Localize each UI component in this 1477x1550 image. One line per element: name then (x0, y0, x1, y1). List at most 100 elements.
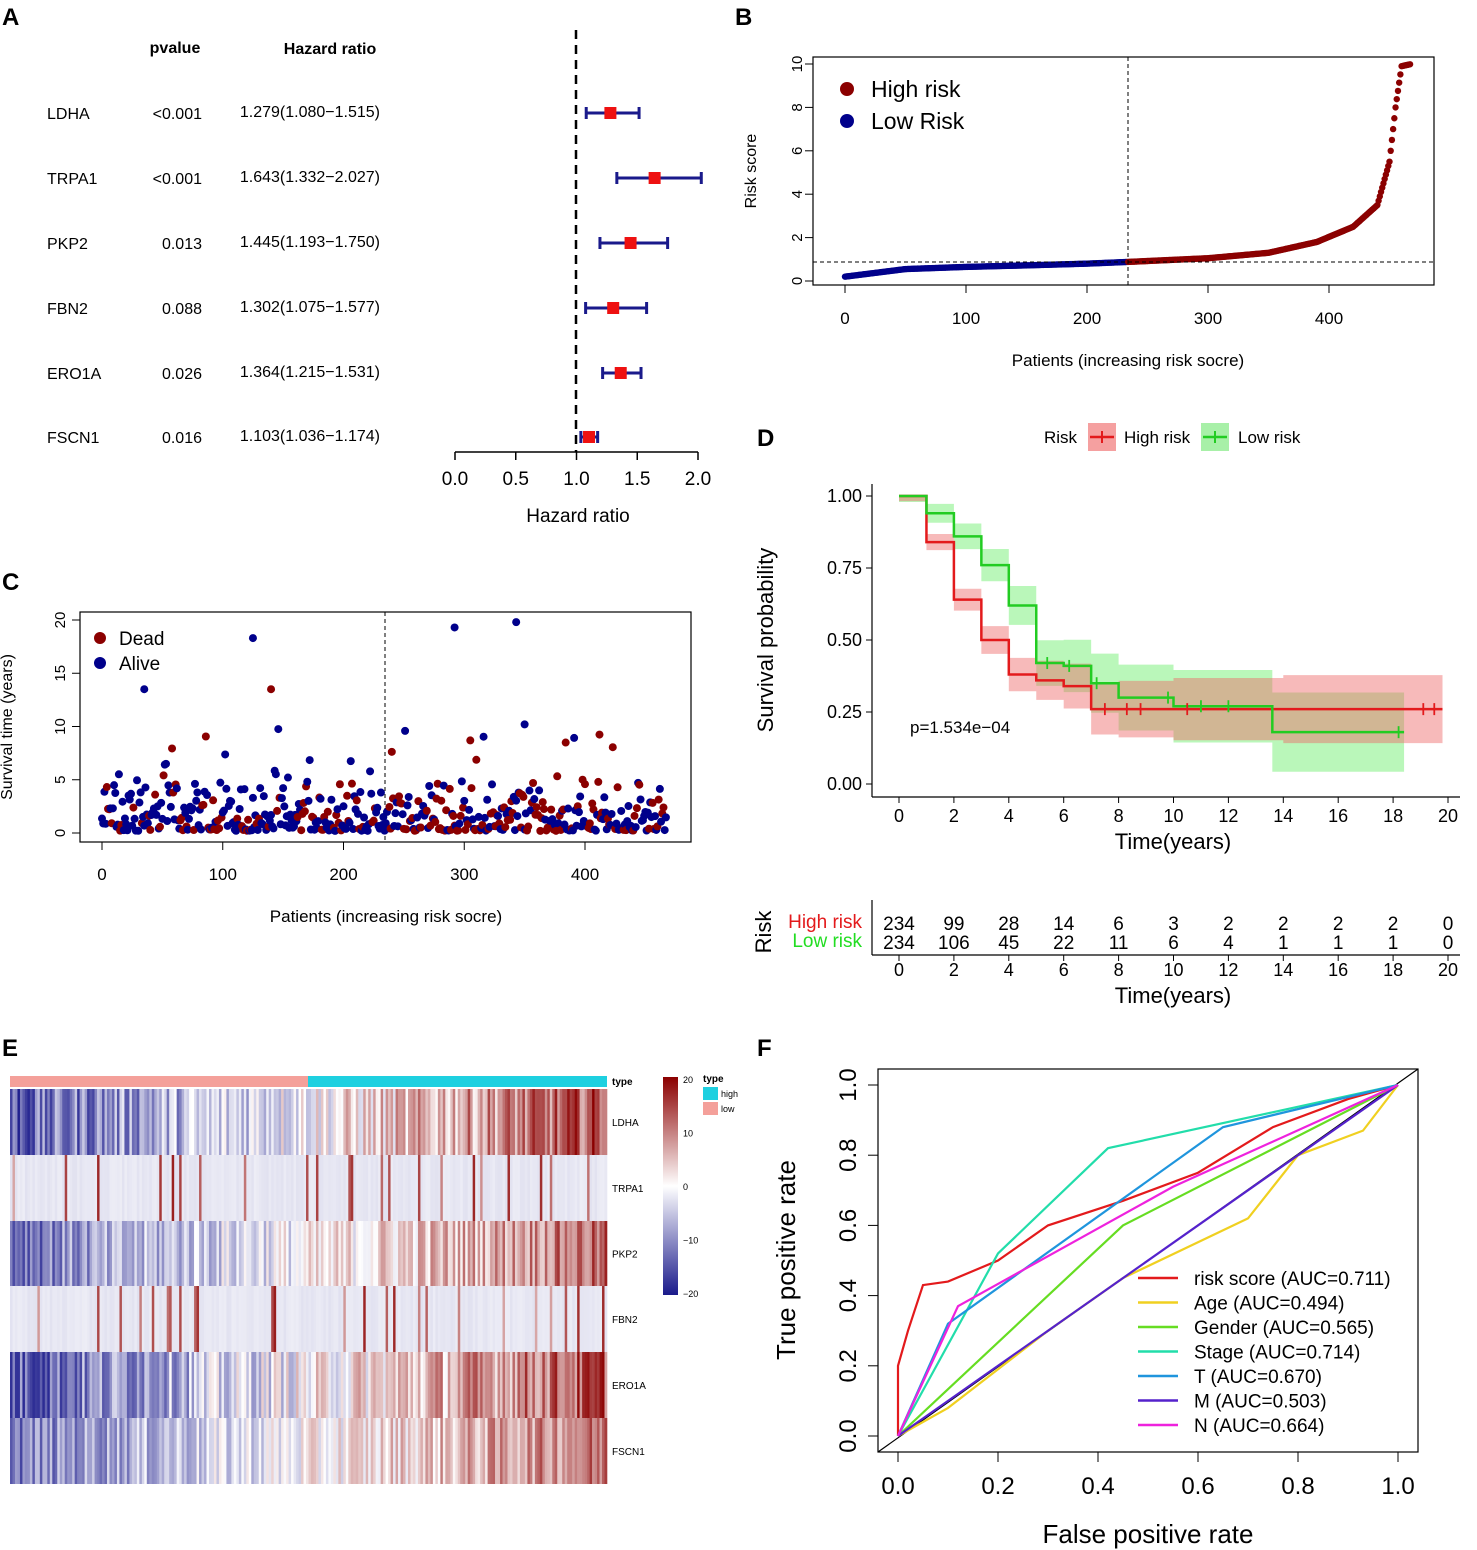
heatmap-cell-column (320, 1418, 324, 1484)
heatmap-cell-column (338, 1418, 342, 1484)
heatmap-cell-column (186, 1418, 190, 1484)
heatmap-cell-column (39, 1155, 43, 1221)
heatmap-cell-column (151, 1155, 155, 1221)
heatmap-cell-column (84, 1155, 88, 1221)
heatmap-cell-column (32, 1089, 36, 1155)
heatmap-cell-column (462, 1089, 466, 1155)
survival-status-point (235, 805, 244, 814)
heatmap-cell-column (370, 1155, 374, 1221)
survival-status-point (111, 788, 120, 797)
heatmap-cell-column (169, 1089, 172, 1155)
heatmap-cell-column (514, 1155, 518, 1221)
heatmap-cell-column (340, 1352, 344, 1418)
heatmap-cell-column (79, 1418, 83, 1484)
heatmap-cell-column (472, 1418, 476, 1484)
roc-x-label: False positive rate (1043, 1519, 1254, 1549)
survival-status-point (600, 793, 609, 802)
heatmap-cell-column (29, 1155, 33, 1221)
heatmap-cell-column (455, 1155, 459, 1221)
heatmap-cell-column (179, 1286, 182, 1352)
heatmap-cell-column (577, 1221, 580, 1286)
heatmap-cell-column (574, 1286, 578, 1352)
heatmap-cell-column (599, 1089, 603, 1155)
heatmap-cell-column (136, 1418, 140, 1484)
roc-legend: risk score (AUC=0.711)Age (AUC=0.494)Gen… (1138, 1269, 1391, 1437)
risk-table-x-tick-label: 8 (1114, 960, 1124, 980)
heatmap-cell-column (440, 1418, 444, 1484)
survival-status-point (227, 797, 236, 806)
heatmap-cell-column (27, 1352, 31, 1418)
heatmap-cell-column (92, 1221, 95, 1286)
survival-status-point (648, 798, 657, 807)
survival-status-point (398, 810, 407, 819)
heatmap-cell-column (475, 1155, 478, 1221)
heatmap-cell-column (368, 1155, 371, 1221)
heatmap-cell-column (532, 1089, 536, 1155)
heatmap-cell-column (492, 1089, 496, 1155)
heatmap-cell-column (430, 1089, 434, 1155)
risk-table-title: Risk (751, 910, 776, 954)
roc-y-tick-label: 0.4 (835, 1279, 862, 1312)
heatmap-cell-column (529, 1155, 533, 1221)
heatmap-cell-column (17, 1221, 21, 1286)
legend-dead-label: Dead (119, 629, 164, 650)
heatmap-cell-column (303, 1286, 307, 1352)
heatmap-cell-column (164, 1221, 168, 1286)
heatmap-cell-column (435, 1352, 439, 1418)
heatmap-cell-column (184, 1155, 187, 1221)
survival-status-point (271, 770, 280, 779)
heatmap-cell-column (19, 1089, 23, 1155)
survival-status-point (369, 816, 378, 825)
heatmap-cell-column (94, 1418, 98, 1484)
heatmap-cell-column (151, 1418, 155, 1484)
heatmap-cell-column (445, 1155, 449, 1221)
heatmap-cell-column (522, 1352, 526, 1418)
heatmap-cell-column (204, 1286, 207, 1352)
heatmap-cell-column (412, 1155, 416, 1221)
risk-table-x-tick-label: 16 (1328, 960, 1348, 980)
heatmap-cell-column (400, 1155, 404, 1221)
heatmap-cell-column (485, 1155, 488, 1221)
heatmap-cell-column (532, 1352, 536, 1418)
heatmap-scale-tick-label: 20 (683, 1075, 693, 1085)
heatmap-cell-column (502, 1155, 506, 1221)
heatmap-cell-column (221, 1089, 225, 1155)
heatmap-cell-column (104, 1286, 108, 1352)
heatmap (10, 1076, 608, 1484)
heatmap-cell-column (440, 1286, 444, 1352)
heatmap-cell-column (333, 1352, 337, 1418)
heatmap-cell-column (398, 1418, 401, 1484)
heatmap-cell-column (236, 1352, 240, 1418)
forest-gene-label: PKP2 (47, 236, 88, 253)
forest-tick-label: 2.0 (685, 469, 711, 490)
km-x-tick-label: 20 (1438, 806, 1458, 826)
heatmap-cell-column (315, 1089, 319, 1155)
heatmap-cell-column (102, 1089, 105, 1155)
survival-status-point (222, 784, 231, 793)
heatmap-cell-column (425, 1089, 429, 1155)
heatmap-cell-column (440, 1155, 444, 1221)
heatmap-cell-column (519, 1418, 523, 1484)
heatmap-cell-column (171, 1418, 175, 1484)
heatmap-cell-column (144, 1418, 148, 1484)
survival-status-point (273, 806, 282, 815)
heatmap-cell-column (390, 1418, 394, 1484)
heatmap-cell-column (524, 1221, 528, 1286)
heatmap-cell-column (527, 1286, 531, 1352)
heatmap-cell-column (519, 1089, 523, 1155)
heatmap-cell-column (204, 1418, 207, 1484)
heatmap-cell-column (467, 1089, 471, 1155)
heatmap-cell-column (564, 1352, 568, 1418)
heatmap-cell-column (412, 1418, 416, 1484)
heatmap-cell-column (189, 1352, 192, 1418)
heatmap-cell-column (579, 1221, 583, 1286)
heatmap-cell-column (199, 1286, 202, 1352)
heatmap-cell-column (296, 1221, 299, 1286)
heatmap-cell-column (116, 1352, 120, 1418)
survival-status-point (221, 750, 230, 759)
heatmap-cell-column (599, 1352, 603, 1418)
forest-gene-label: FSCN1 (47, 430, 100, 447)
heatmap-cell-column (604, 1089, 608, 1155)
heatmap-cell-column (452, 1352, 456, 1418)
